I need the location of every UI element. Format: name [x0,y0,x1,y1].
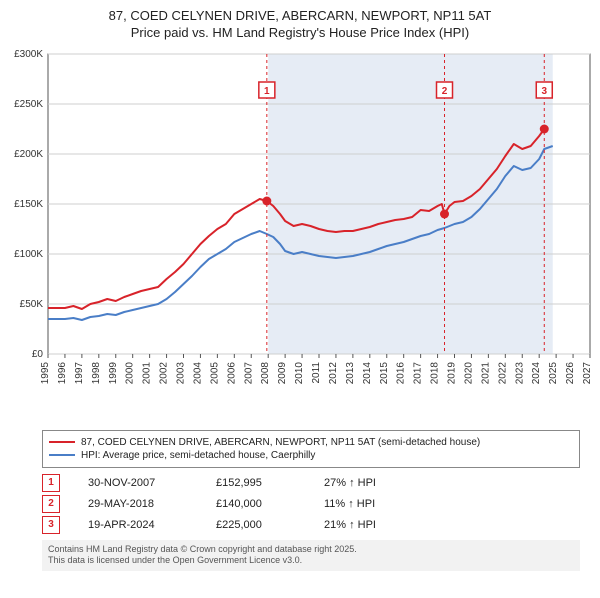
svg-text:2023: 2023 [514,361,525,384]
svg-text:2006: 2006 [226,361,237,384]
svg-text:£50K: £50K [20,299,44,310]
legend-item-property: 87, COED CELYNEN DRIVE, ABERCARN, NEWPOR… [49,437,573,448]
annotation-price: £225,000 [216,519,296,531]
svg-text:2000: 2000 [125,361,136,384]
svg-text:2020: 2020 [463,361,474,384]
svg-text:2019: 2019 [447,361,458,384]
title-line-1: 87, COED CELYNEN DRIVE, ABERCARN, NEWPOR… [0,8,600,25]
svg-text:£150K: £150K [14,199,43,210]
svg-text:2014: 2014 [362,361,373,384]
annotation-row: 2 29-MAY-2018 £140,000 11% ↑ HPI [42,495,580,513]
annotation-row: 3 19-APR-2024 £225,000 21% ↑ HPI [42,516,580,534]
legend-label-hpi: HPI: Average price, semi-detached house,… [81,450,315,461]
svg-text:1995: 1995 [40,361,51,384]
svg-text:2026: 2026 [565,361,576,384]
chart-container: 87, COED CELYNEN DRIVE, ABERCARN, NEWPOR… [0,8,600,598]
annotation-date: 19-APR-2024 [88,519,188,531]
svg-text:2008: 2008 [260,361,271,384]
svg-text:2005: 2005 [209,361,220,384]
svg-text:2024: 2024 [531,361,542,384]
svg-text:£100K: £100K [14,249,43,260]
annotation-date: 30-NOV-2007 [88,477,188,489]
legend-label-property: 87, COED CELYNEN DRIVE, ABERCARN, NEWPOR… [81,437,480,448]
annotation-row: 1 30-NOV-2007 £152,995 27% ↑ HPI [42,474,580,492]
svg-text:2021: 2021 [480,361,491,384]
annotation-pct: 21% ↑ HPI [324,519,414,531]
legend-swatch-hpi [49,454,75,456]
svg-text:2003: 2003 [176,361,187,384]
svg-text:£200K: £200K [14,149,43,160]
annotation-pct: 11% ↑ HPI [324,498,414,510]
annotation-badge: 2 [42,495,60,513]
svg-text:3: 3 [541,86,547,97]
annotation-price: £140,000 [216,498,296,510]
svg-text:2011: 2011 [311,361,322,383]
credit-box: Contains HM Land Registry data © Crown c… [42,540,580,571]
svg-text:2022: 2022 [497,361,508,384]
annotation-badge: 1 [42,474,60,492]
svg-text:1997: 1997 [74,361,85,384]
chart-title: 87, COED CELYNEN DRIVE, ABERCARN, NEWPOR… [0,8,600,42]
annotation-price: £152,995 [216,477,296,489]
annotation-pct: 27% ↑ HPI [324,477,414,489]
svg-text:2025: 2025 [548,361,559,384]
svg-text:2013: 2013 [345,361,356,384]
svg-text:2016: 2016 [396,361,407,384]
svg-text:1: 1 [264,86,270,97]
chart-area: £0 £50K £100K £150K £200K £250K £300K 1995 1996 1… [0,44,600,424]
svg-text:1998: 1998 [91,361,102,384]
svg-text:2: 2 [442,86,448,97]
svg-text:2007: 2007 [243,361,254,384]
svg-text:2004: 2004 [192,361,203,384]
line-chart: £0 £50K £100K £150K £200K £250K £300K 1995 1996 1… [0,44,600,424]
legend-item-hpi: HPI: Average price, semi-detached house,… [49,450,573,461]
svg-text:2009: 2009 [277,361,288,384]
title-line-2: Price paid vs. HM Land Registry's House … [0,25,600,42]
svg-text:2012: 2012 [328,361,339,384]
svg-text:£300K: £300K [14,49,43,60]
svg-text:2002: 2002 [159,361,170,384]
svg-text:2018: 2018 [430,361,441,384]
svg-text:£0: £0 [32,349,44,360]
annotation-badge: 3 [42,516,60,534]
svg-text:2027: 2027 [582,361,593,384]
svg-text:2017: 2017 [413,361,424,384]
svg-text:£250K: £250K [14,99,43,110]
legend-box: 87, COED CELYNEN DRIVE, ABERCARN, NEWPOR… [42,430,580,468]
credit-line-2: This data is licensed under the Open Gov… [48,555,574,567]
svg-text:1996: 1996 [57,361,68,384]
legend-swatch-property [49,441,75,443]
svg-text:2010: 2010 [294,361,305,384]
svg-text:2001: 2001 [142,361,153,384]
credit-line-1: Contains HM Land Registry data © Crown c… [48,544,574,556]
svg-text:2015: 2015 [379,361,390,384]
svg-text:1999: 1999 [108,361,119,384]
annotation-date: 29-MAY-2018 [88,498,188,510]
annotation-table: 1 30-NOV-2007 £152,995 27% ↑ HPI 2 29-MAY-201… [42,474,580,534]
